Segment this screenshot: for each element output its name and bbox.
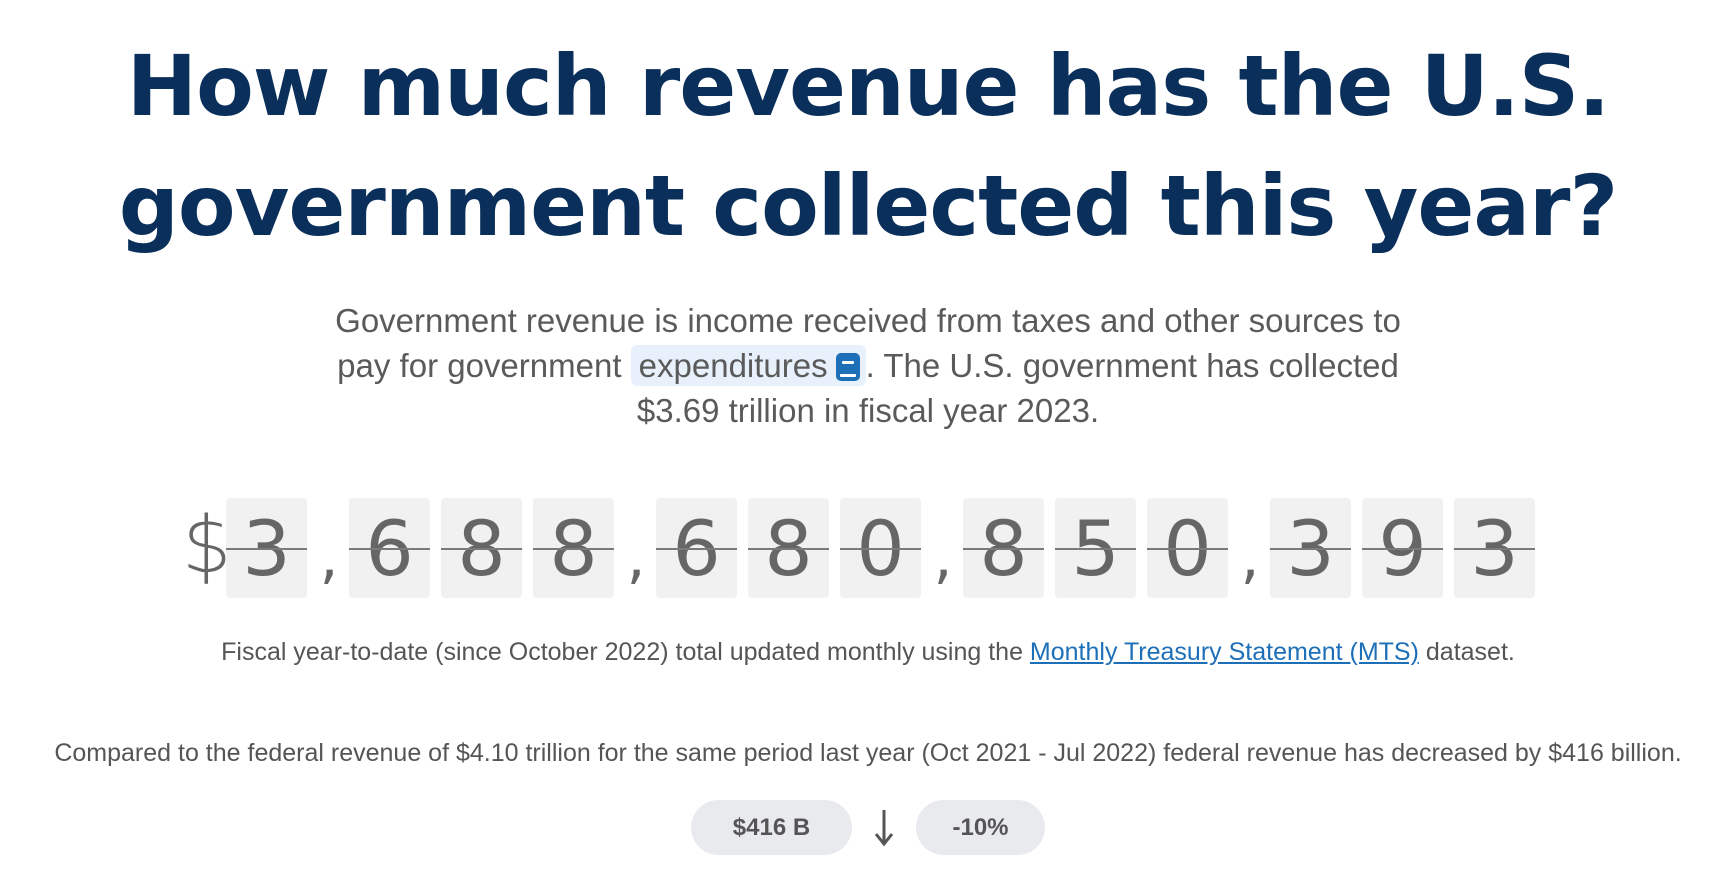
counter-digit: 3: [1270, 498, 1351, 598]
counter-digit: 8: [441, 498, 522, 598]
counter-digit: 8: [533, 498, 614, 598]
counter-digit: 3: [226, 498, 307, 598]
footnote-text-after: dataset.: [1418, 638, 1515, 666]
glossary-term-expenditures[interactable]: expenditures: [630, 345, 866, 386]
counter-digit: 8: [748, 498, 829, 598]
page-title: How much revenue has the U.S. government…: [118, 37, 1618, 255]
change-summary: $416 B -10%: [0, 800, 1736, 855]
counter-digit: 6: [349, 498, 430, 598]
footnote-text-before: Fiscal year-to-date (since October 2022)…: [221, 638, 1030, 666]
counter-digit: 6: [656, 498, 737, 598]
digit-separator: ,: [1240, 522, 1260, 592]
glossary-book-icon: [835, 353, 860, 381]
counter-digit: 0: [840, 498, 921, 598]
counter-digit: 0: [1147, 498, 1228, 598]
counter-digit: 8: [963, 498, 1044, 598]
comparison-text: Compared to the federal revenue of $4.10…: [54, 739, 1682, 767]
mts-dataset-link[interactable]: Monthly Treasury Statement (MTS): [1029, 638, 1419, 666]
intro-text-after: . The U.S. government has collected $3.6…: [636, 347, 1399, 429]
glossary-term-label: expenditures: [638, 347, 828, 384]
currency-symbol: $: [182, 501, 232, 591]
footnote: Fiscal year-to-date (since October 2022)…: [0, 635, 1736, 669]
arrow-down-icon: [852, 800, 916, 855]
counter-digit: 3: [1454, 498, 1535, 598]
change-percent-pill: -10%: [916, 800, 1045, 855]
counter-digit: 9: [1362, 498, 1443, 598]
intro-text-before: Government revenue is income received fr…: [335, 302, 1401, 384]
counter-digit: 5: [1055, 498, 1136, 598]
change-amount-pill: $416 B: [691, 800, 852, 855]
digit-separator: ,: [933, 522, 953, 592]
digit-separator: ,: [626, 522, 646, 592]
intro-paragraph: Government revenue is income received fr…: [318, 298, 1418, 433]
digit-separator: ,: [319, 522, 339, 592]
